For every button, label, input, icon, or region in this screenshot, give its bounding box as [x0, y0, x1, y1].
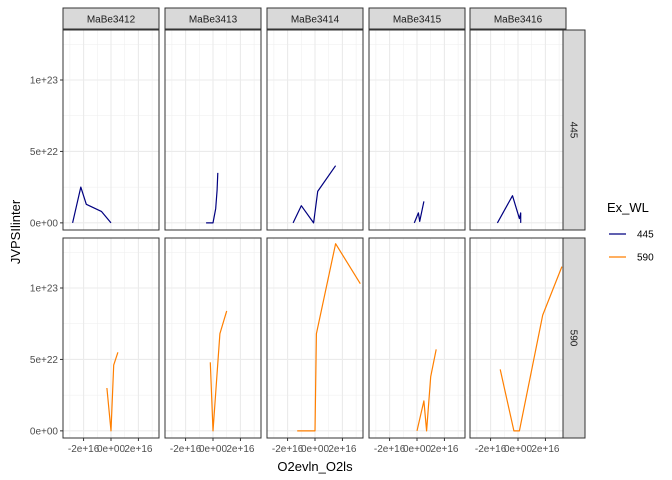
series-line-MaBe3413-445: [206, 172, 219, 224]
x-tick-label: 2e+16: [328, 444, 357, 455]
y-tick-label: 1e+23: [30, 284, 59, 295]
x-tick-label: 2e+16: [226, 444, 255, 455]
series-line-MaBe3412-445: [72, 186, 112, 224]
row-strip-445: 445: [562, 29, 586, 231]
panel-border: [266, 29, 364, 231]
x-tick-label: 0e+00: [403, 444, 432, 455]
facet-panel-MaBe3412-590: [62, 237, 160, 439]
facet-panel-MaBe3416-445: [469, 29, 567, 231]
strip-background: [469, 7, 567, 30]
column-strip-MaBe3415: MaBe3415: [368, 7, 466, 30]
facet-panel-MaBe3415-590: [368, 237, 466, 439]
column-strip-MaBe3416: MaBe3416: [469, 7, 567, 30]
x-tick-label: 0e+00: [504, 444, 533, 455]
legend-entry-445: 445: [609, 230, 654, 241]
strip-label: MaBe3414: [291, 15, 340, 26]
x-tick-label: -2e+16: [374, 444, 406, 455]
axis-ticks: 0e+005e+221e+230e+005e+221e+23-2e+160e+0…: [30, 76, 560, 456]
strip-label: MaBe3413: [189, 15, 238, 26]
strip-background: [164, 7, 262, 30]
x-tick-label: 2e+16: [430, 444, 459, 455]
legend-title: Ex_WL: [607, 200, 649, 215]
y-axis-title: JVPSIlinter: [8, 199, 23, 264]
x-tick-label: -2e+16: [68, 444, 100, 455]
x-tick-label: 0e+00: [97, 444, 126, 455]
legend-label: 445: [637, 230, 654, 241]
strip-background: [266, 7, 364, 30]
strip-label: MaBe3415: [393, 15, 442, 26]
series-line-MaBe3416-445: [496, 195, 522, 224]
panel-border: [368, 29, 466, 231]
facet-panel-MaBe3415-445: [368, 29, 466, 231]
column-strip-MaBe3414: MaBe3414: [266, 7, 364, 30]
series-line-MaBe3413-590: [209, 310, 228, 432]
y-tick-label: 0e+00: [30, 426, 59, 437]
legend: Ex_WL 445 590: [607, 200, 654, 264]
strip-label: MaBe3416: [494, 15, 543, 26]
panel-border: [62, 29, 160, 231]
y-tick-label: 0e+00: [30, 218, 59, 229]
facet-panel-MaBe3414-445: [266, 29, 364, 231]
strip-label: 590: [568, 330, 579, 347]
legend-label: 590: [637, 253, 654, 264]
y-tick-label: 5e+22: [30, 355, 59, 366]
strip-label: MaBe3412: [87, 15, 136, 26]
y-tick-label: 5e+22: [30, 147, 59, 158]
series-line-MaBe3414-590: [297, 243, 361, 432]
x-tick-label: 2e+16: [124, 444, 153, 455]
x-tick-label: -2e+16: [170, 444, 202, 455]
legend-entry-590: 590: [609, 253, 654, 264]
strip-label: 445: [568, 122, 579, 139]
strip-background: [62, 7, 160, 30]
facet-strips: MaBe3412 MaBe3413 MaBe3414 MaBe3415 MaBe3416…: [62, 7, 586, 439]
x-tick-label: 2e+16: [531, 444, 560, 455]
x-tick-label: -2e+16: [272, 444, 304, 455]
facet-panel-MaBe3413-590: [164, 237, 262, 439]
strip-background: [562, 237, 586, 439]
y-tick-label: 1e+23: [30, 76, 59, 87]
facet-panel-MaBe3413-445: [164, 29, 262, 231]
facet-panel-MaBe3416-590: [469, 237, 567, 439]
x-axis-title: O2evln_O2ls: [277, 459, 353, 474]
x-tick-label: 0e+00: [199, 444, 228, 455]
column-strip-MaBe3413: MaBe3413: [164, 7, 262, 30]
series-line-MaBe3415-590: [416, 349, 437, 432]
row-strip-590: 590: [562, 237, 586, 439]
x-tick-label: 0e+00: [301, 444, 330, 455]
strip-background: [562, 29, 586, 231]
panel-border: [164, 29, 262, 231]
series-line-MaBe3416-590: [499, 266, 563, 432]
column-strip-MaBe3412: MaBe3412: [62, 7, 160, 30]
strip-background: [368, 7, 466, 30]
series-line-MaBe3415-445: [413, 201, 425, 224]
x-tick-label: -2e+16: [475, 444, 507, 455]
series-line-MaBe3414-445: [292, 165, 337, 224]
facet-panels: [62, 29, 567, 439]
series-line-MaBe3412-590: [106, 352, 119, 432]
